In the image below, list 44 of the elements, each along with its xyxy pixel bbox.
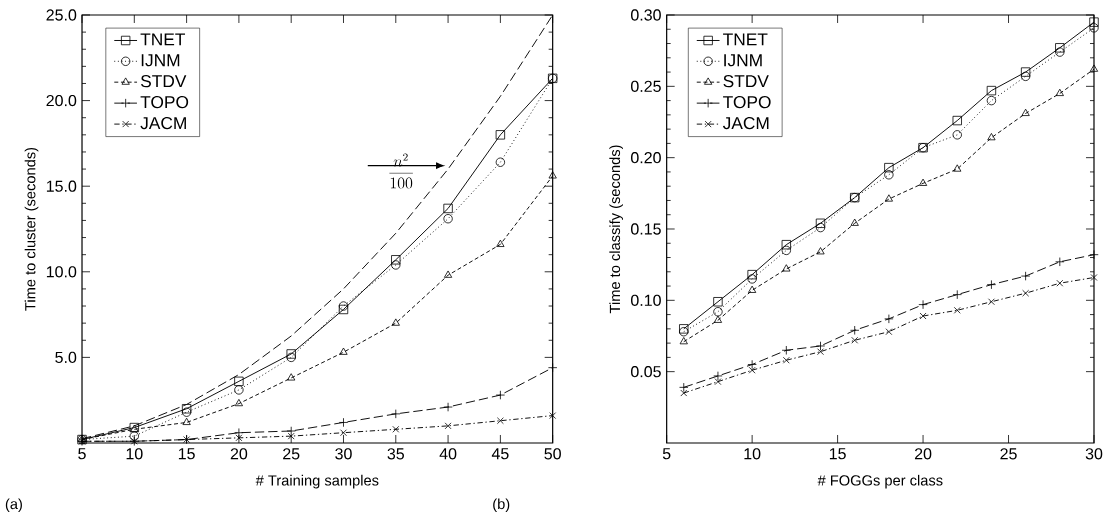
- legend-label: IJNM: [724, 54, 762, 67]
- x-tick-label: 35: [387, 448, 404, 460]
- x-tick-label: 45: [491, 448, 509, 460]
- y-axis-title: Time to classify (seconds): [609, 145, 623, 314]
- x-tick-label: 20: [914, 448, 932, 460]
- y-tick-label: 25.0: [46, 9, 77, 21]
- y-tick-label: 0.10: [631, 294, 661, 306]
- x-tick-label: 5: [78, 448, 86, 460]
- y-tick-label: 15.0: [46, 180, 77, 192]
- x-tick-label: 10: [744, 448, 761, 460]
- y-axis-title: Time to cluster (seconds): [24, 147, 39, 311]
- text: (b): [493, 498, 510, 513]
- x-axis-title: # FOGGs per class: [817, 474, 943, 489]
- legend-label: STDV: [140, 75, 187, 88]
- x-tick-label: 30: [1085, 448, 1103, 460]
- y-tick-label: 5.0: [55, 351, 77, 364]
- legend-label: TNET: [140, 33, 186, 46]
- y-tick-label: 0.30: [631, 9, 661, 21]
- legend-label: TNET: [723, 33, 768, 46]
- legend-label: STDV: [723, 75, 769, 88]
- x-tick-label: 50: [544, 448, 561, 460]
- legend-label: TOPO: [723, 95, 771, 109]
- x-tick-label: 40: [439, 448, 457, 460]
- legend-label: JACM: [140, 116, 186, 130]
- y-tick-label: 0.15: [631, 223, 661, 235]
- x-tick-label: 25: [1000, 448, 1017, 460]
- x-tick-label: 25: [283, 448, 300, 460]
- x-tick-label: 20: [230, 448, 248, 460]
- y-tick-label: 0.25: [631, 80, 661, 92]
- y-tick-label: 10.0: [46, 266, 77, 278]
- y-tick-label: 0.20: [631, 152, 661, 164]
- legend-label: TOPO: [140, 95, 189, 109]
- y-tick-label: 0.05: [631, 366, 661, 378]
- y-tick-label: 20.0: [46, 94, 77, 107]
- x-tick-label: 5: [662, 448, 671, 460]
- legend-label: JACM: [722, 116, 769, 130]
- x-tick-label: 15: [178, 448, 195, 460]
- legend-label: IJNM: [141, 54, 180, 67]
- text: (a): [5, 498, 22, 513]
- x-tick-label: 15: [829, 448, 846, 460]
- annotation: $\frac{n^2}{100}$: [389, 153, 413, 189]
- x-axis-title: # Training samples: [255, 474, 379, 489]
- x-tick-label: 10: [126, 448, 143, 460]
- x-tick-label: 30: [335, 448, 352, 460]
